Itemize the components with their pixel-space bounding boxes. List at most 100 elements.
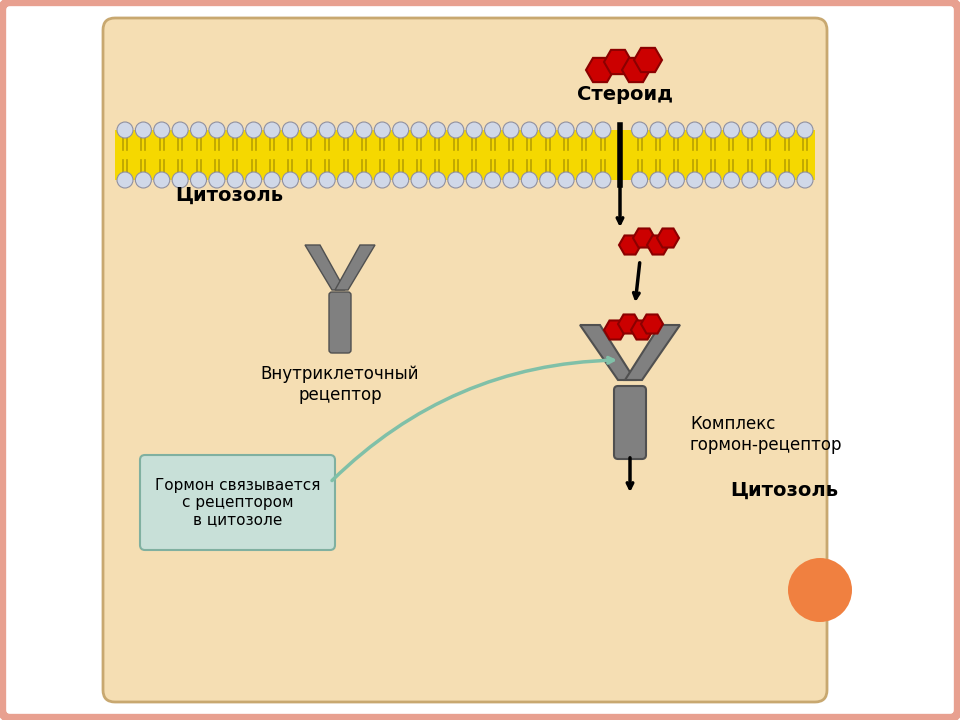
Text: Стероид: Стероид	[577, 85, 673, 104]
Circle shape	[467, 122, 482, 138]
Circle shape	[319, 122, 335, 138]
Circle shape	[485, 172, 500, 188]
Circle shape	[742, 122, 757, 138]
Circle shape	[558, 172, 574, 188]
Circle shape	[190, 122, 206, 138]
Circle shape	[540, 172, 556, 188]
Circle shape	[246, 122, 262, 138]
Circle shape	[467, 172, 482, 188]
Circle shape	[521, 172, 538, 188]
Circle shape	[228, 122, 243, 138]
Circle shape	[190, 172, 206, 188]
Circle shape	[246, 172, 262, 188]
Circle shape	[300, 122, 317, 138]
Polygon shape	[647, 235, 669, 255]
Polygon shape	[631, 320, 653, 340]
Circle shape	[724, 172, 739, 188]
Circle shape	[264, 122, 280, 138]
Circle shape	[724, 122, 739, 138]
Circle shape	[300, 172, 317, 188]
Polygon shape	[580, 325, 635, 380]
Circle shape	[797, 172, 813, 188]
Bar	[115, 130, 815, 180]
Circle shape	[135, 172, 152, 188]
Polygon shape	[604, 320, 626, 340]
Circle shape	[356, 122, 372, 138]
Circle shape	[650, 172, 666, 188]
Circle shape	[632, 122, 648, 138]
Circle shape	[154, 122, 170, 138]
Circle shape	[429, 172, 445, 188]
Text: Комплекс
гормон-рецептор: Комплекс гормон-рецептор	[690, 415, 843, 454]
Text: Гормон связывается
с рецептором
в цитозоле: Гормон связывается с рецептором в цитозо…	[155, 477, 321, 527]
Circle shape	[788, 558, 852, 622]
Circle shape	[705, 122, 721, 138]
Polygon shape	[633, 228, 655, 248]
Circle shape	[632, 172, 648, 188]
Circle shape	[650, 122, 666, 138]
Polygon shape	[634, 48, 662, 72]
Circle shape	[429, 122, 445, 138]
Polygon shape	[657, 228, 679, 248]
Circle shape	[264, 172, 280, 188]
Text: Цитозоль: Цитозоль	[730, 480, 838, 500]
Polygon shape	[604, 50, 632, 74]
Circle shape	[576, 172, 592, 188]
Circle shape	[797, 122, 813, 138]
FancyBboxPatch shape	[329, 292, 351, 353]
Circle shape	[595, 172, 611, 188]
Circle shape	[228, 172, 243, 188]
FancyBboxPatch shape	[103, 18, 827, 702]
Circle shape	[374, 122, 391, 138]
Circle shape	[172, 122, 188, 138]
Circle shape	[209, 172, 225, 188]
Circle shape	[393, 172, 409, 188]
Circle shape	[135, 122, 152, 138]
Polygon shape	[625, 325, 680, 380]
Polygon shape	[335, 245, 375, 290]
Circle shape	[447, 122, 464, 138]
Circle shape	[154, 172, 170, 188]
Circle shape	[503, 122, 519, 138]
Circle shape	[686, 172, 703, 188]
Circle shape	[668, 122, 684, 138]
Circle shape	[393, 122, 409, 138]
Polygon shape	[305, 245, 345, 290]
Polygon shape	[586, 58, 614, 82]
Circle shape	[319, 172, 335, 188]
Circle shape	[521, 122, 538, 138]
Circle shape	[595, 122, 611, 138]
Circle shape	[172, 172, 188, 188]
Polygon shape	[619, 235, 641, 255]
Circle shape	[503, 172, 519, 188]
Polygon shape	[622, 58, 650, 82]
Circle shape	[760, 122, 777, 138]
Circle shape	[705, 172, 721, 188]
Circle shape	[356, 172, 372, 188]
Circle shape	[282, 172, 299, 188]
Text: Цитозоль: Цитозоль	[175, 186, 283, 204]
Circle shape	[117, 122, 133, 138]
Circle shape	[282, 122, 299, 138]
Circle shape	[411, 172, 427, 188]
Circle shape	[411, 122, 427, 138]
Circle shape	[117, 172, 133, 188]
Polygon shape	[618, 315, 640, 333]
Circle shape	[338, 122, 353, 138]
Circle shape	[447, 172, 464, 188]
FancyBboxPatch shape	[140, 455, 335, 550]
Circle shape	[742, 172, 757, 188]
Circle shape	[576, 122, 592, 138]
Circle shape	[686, 122, 703, 138]
Circle shape	[209, 122, 225, 138]
Polygon shape	[641, 315, 663, 333]
Circle shape	[779, 122, 795, 138]
Circle shape	[760, 172, 777, 188]
Circle shape	[374, 172, 391, 188]
FancyBboxPatch shape	[614, 386, 646, 459]
Text: Внутриклеточный
рецептор: Внутриклеточный рецептор	[261, 365, 420, 404]
Circle shape	[558, 122, 574, 138]
Circle shape	[338, 172, 353, 188]
Circle shape	[668, 172, 684, 188]
Circle shape	[485, 122, 500, 138]
